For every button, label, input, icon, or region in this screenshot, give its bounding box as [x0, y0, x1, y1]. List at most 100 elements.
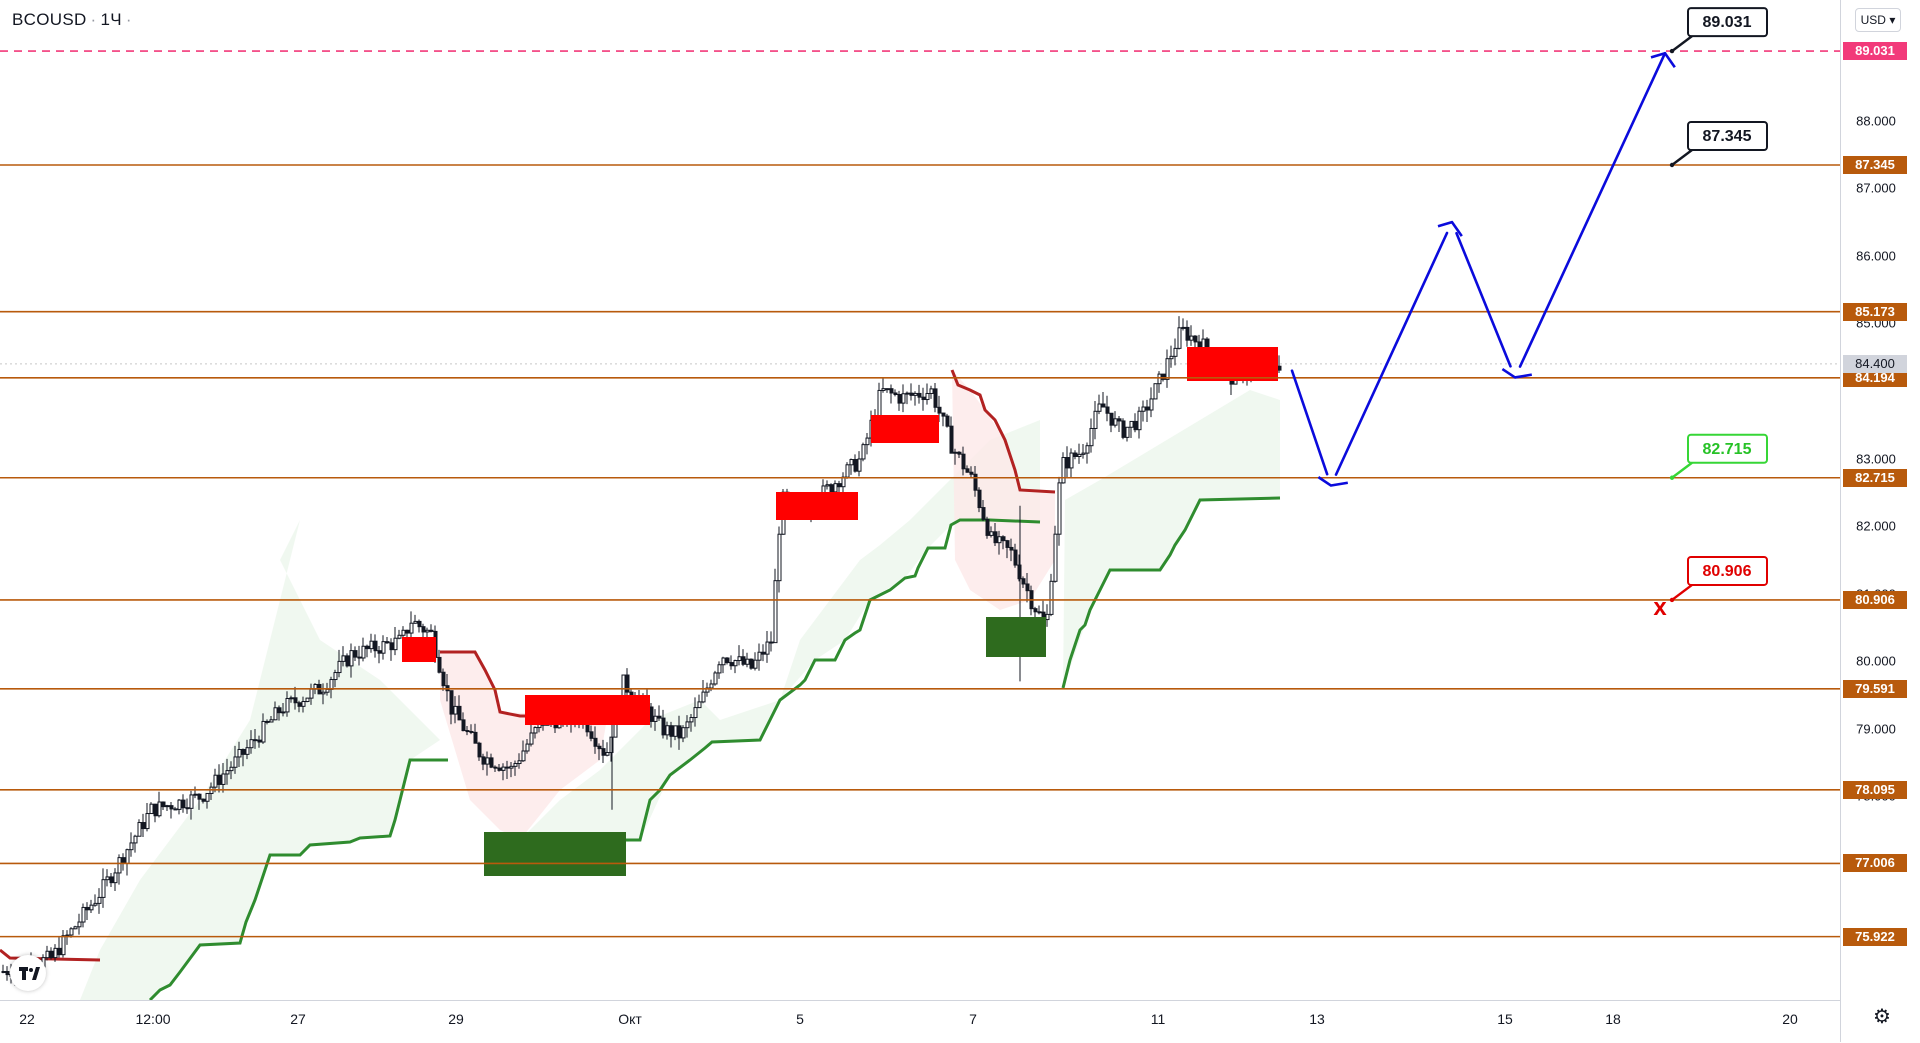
price-chart[interactable]: x 89.031 87.345 82.715 80.906	[0, 0, 1840, 1000]
candle-body	[969, 471, 974, 475]
interval-label[interactable]: 1Ч	[100, 10, 122, 29]
callout-pointer	[1671, 149, 1693, 166]
price-tick-label: 86.000	[1856, 248, 1896, 264]
candle-body	[69, 928, 74, 936]
candle-body	[349, 650, 354, 667]
candle-body	[1045, 613, 1050, 621]
supertrend-up-line	[511, 518, 1041, 875]
candle-body	[53, 947, 58, 959]
candle-body	[1053, 533, 1058, 582]
candle-body	[949, 425, 954, 454]
time-tick-label: 7	[969, 1011, 977, 1027]
supertrend-up-line	[148, 758, 448, 1000]
price-axis[interactable]: 88.00087.00086.00085.00083.00082.00081.0…	[1840, 0, 1920, 1042]
chart-area[interactable]: x 89.031 87.345 82.715 80.906	[0, 0, 1840, 1000]
candle-body	[605, 752, 610, 756]
candle-body	[289, 697, 294, 700]
candle-body	[45, 950, 50, 959]
candle-body	[769, 641, 774, 644]
candle-body	[321, 691, 326, 695]
level-price-label: 79.591	[1843, 679, 1907, 698]
candle-body	[989, 531, 994, 536]
candle-body	[1097, 403, 1102, 412]
candle-body	[1181, 326, 1186, 329]
candle-body	[985, 518, 990, 536]
candle-body	[757, 651, 762, 661]
callout-pointer	[1671, 35, 1693, 53]
candle-body	[521, 750, 526, 762]
candle-body	[421, 626, 426, 633]
candle-body	[277, 707, 282, 714]
candle-body	[465, 730, 470, 733]
candle-body	[961, 453, 966, 470]
candle-body	[453, 705, 458, 715]
candle-body	[457, 705, 462, 721]
supply-zone-box	[871, 415, 939, 443]
candle-body	[1109, 412, 1114, 426]
candle-body	[109, 876, 114, 884]
candle-body	[1105, 406, 1110, 414]
candle-body	[369, 640, 374, 650]
candle-body	[221, 773, 226, 785]
level-price-label: 77.006	[1843, 854, 1907, 873]
candle-body	[1125, 426, 1130, 438]
candle-body	[981, 507, 986, 520]
candle-body	[81, 906, 86, 923]
candle-body	[117, 857, 122, 874]
candle-body	[1113, 418, 1118, 426]
price-tick-label: 80.000	[1856, 653, 1896, 669]
candle-body	[689, 717, 694, 723]
candle-body	[1037, 611, 1042, 614]
candle-body	[485, 757, 490, 765]
candle-body	[669, 725, 674, 737]
candle-body	[409, 622, 414, 634]
symbol-title[interactable]: BCOUSD · 1Ч ·	[12, 10, 132, 29]
candle-body	[309, 688, 314, 699]
candle-body	[489, 757, 494, 768]
candle-body	[533, 727, 538, 734]
settings-gear-icon[interactable]: ⚙	[1873, 1006, 1891, 1028]
candle-body	[181, 799, 186, 809]
candle-body	[1069, 452, 1074, 469]
supertrend-up-fill	[80, 520, 440, 1000]
time-axis[interactable]: 22 12:00 27 29 Окт 5 7 11 13 15 18 20	[0, 1000, 1840, 1043]
supertrend-down-fill	[440, 652, 610, 840]
candle-body	[525, 743, 530, 752]
time-tick-label: 12:00	[135, 1011, 171, 1027]
candle-body	[1165, 358, 1170, 380]
candle-body	[1009, 546, 1014, 551]
candle-body	[1153, 383, 1158, 400]
candle-body	[713, 672, 718, 685]
tradingview-logo[interactable]	[10, 955, 46, 991]
candle-body	[601, 748, 606, 756]
time-tick-label: 29	[448, 1011, 464, 1027]
candle-body	[1065, 457, 1070, 469]
candle-body	[333, 672, 338, 681]
candle-body	[1193, 335, 1198, 343]
callout-label: 87.345	[1703, 128, 1752, 145]
candle-body	[89, 904, 94, 911]
candle-body	[1169, 355, 1174, 360]
candle-body	[113, 872, 118, 884]
candle-body	[249, 739, 254, 749]
candle-body	[449, 690, 454, 715]
callout-box	[1687, 121, 1768, 151]
candle-body	[325, 688, 330, 693]
supertrend-up-fill	[511, 420, 1040, 873]
candle-body	[685, 721, 690, 729]
candle-body	[1177, 327, 1182, 349]
candle-body	[893, 392, 898, 396]
candle-body	[829, 484, 834, 493]
forecast-arrowhead	[1437, 220, 1463, 237]
candle-body	[1093, 410, 1098, 429]
price-tick-label: 83.000	[1856, 451, 1896, 466]
stop-x-marker: x	[1653, 594, 1667, 621]
candle-body	[849, 459, 854, 466]
candle-body	[1085, 445, 1090, 454]
forecast-arrowhead	[1501, 367, 1533, 379]
candle-body	[393, 637, 398, 651]
candle-body	[225, 770, 230, 775]
candle-body	[1157, 373, 1162, 385]
currency-select[interactable]: USD ▾	[1855, 8, 1901, 32]
candle-body	[753, 659, 758, 669]
